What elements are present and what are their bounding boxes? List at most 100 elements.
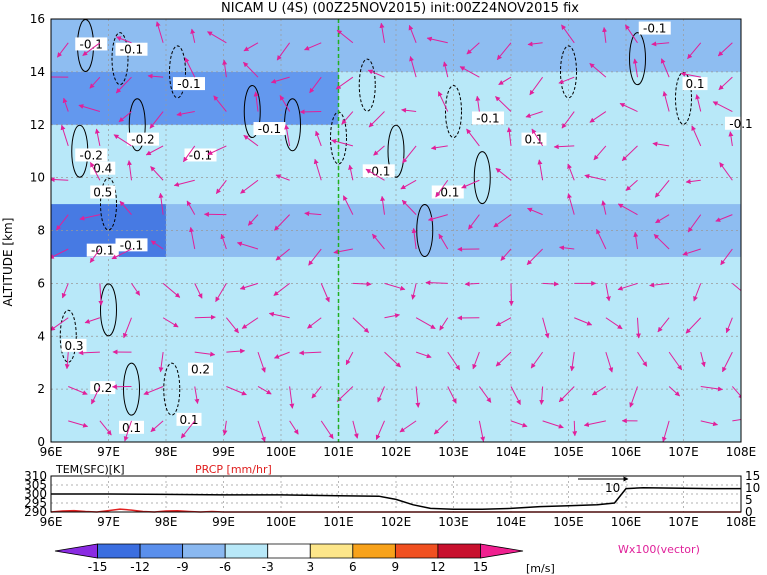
wind-vector: [320, 283, 330, 303]
wind-vector: [719, 162, 733, 181]
wind-vector: [273, 351, 290, 359]
wind-vector: [155, 21, 164, 43]
contour-14: [473, 151, 491, 205]
wind-vector: [84, 317, 101, 324]
contour-8: [123, 362, 140, 416]
wind-vector: [257, 351, 266, 373]
contour-label-bg: [253, 122, 286, 136]
wind-vector: [525, 111, 543, 118]
wind-vector: [700, 351, 706, 368]
contour-label-text: -0.2: [131, 133, 154, 147]
sfc-x-tick-104E: 104E: [496, 515, 527, 529]
wind-vector: [478, 420, 486, 442]
y-tick-16: 16: [30, 12, 45, 26]
wind-vector: [68, 420, 89, 428]
colorbar-tick-3: 3: [306, 560, 314, 574]
wind-vector: [415, 351, 432, 359]
contour-15: [560, 45, 577, 99]
contour-7: [59, 309, 77, 363]
contour-label-3: -0.2: [127, 132, 159, 147]
wind-vector: [331, 138, 354, 147]
wind-vector: [601, 200, 607, 215]
sfc-right-tick-15: 15: [745, 469, 760, 483]
wind-vector: [559, 245, 575, 251]
wind-vector: [289, 386, 295, 409]
colorbar-tick--3: -3: [262, 560, 274, 574]
contour-label-text: 0.1: [524, 133, 543, 147]
contour-1: [111, 32, 129, 86]
wind-vector: [194, 386, 200, 405]
legend-tem: TEM(SFC)[K]: [55, 463, 125, 476]
x-tick-labels: 96E 97E 98E 99E 100E 101E 102E 103E 104E 105E 106E…: [40, 445, 757, 459]
colorbar: -15 -12 -9 -6 -3 3 6 9 12 15 [m/s] Wx100(vector): [54, 543, 700, 575]
main-panel: -0.1 -0.1-0.1-0.2-0.1-0.1-0.20.40.5-0.1-0…: [1, 12, 757, 459]
contour-label-0: -0.1: [75, 37, 108, 51]
wind-vector: [700, 385, 723, 392]
wind-vector: [194, 314, 216, 320]
wind-vector: [472, 351, 480, 370]
wind-vector: [426, 36, 448, 44]
wind-vector: [435, 179, 449, 198]
contour-label-8: 0.5: [90, 185, 116, 199]
wind-vector: [668, 351, 683, 371]
wind-vector: [653, 233, 670, 250]
y-tick-10: 10: [30, 171, 45, 185]
x-tick-98E: 98E: [155, 445, 178, 459]
wind-vector: [150, 166, 164, 181]
wind-vector: [279, 95, 291, 112]
colorbar-tick-15: 15: [473, 560, 488, 574]
chart-title: NICAM U (4S) (00Z25NOV2015) init:00Z24NO…: [221, 1, 579, 16]
wind-vector: [215, 179, 227, 194]
colorbar-segment-3: [182, 543, 226, 559]
wind-vector: [625, 179, 638, 191]
wind-vector: [682, 248, 701, 256]
surface-panel: TEM(SFC)[K] PRCP [mm/hr] 10 310305300295…: [24, 463, 760, 529]
contour-label-bg: [115, 42, 148, 56]
wind-vector: [384, 313, 400, 319]
contour-label-bg: [75, 37, 108, 51]
wind-vector: [461, 179, 480, 189]
contour-label-bg: [90, 161, 116, 175]
x-tick-97E: 97E: [97, 445, 120, 459]
wind-vector: [304, 42, 322, 51]
wind-vector: [572, 420, 578, 437]
wind-vector: [402, 145, 417, 164]
wind-vector: [113, 134, 132, 147]
wind-vector: [632, 58, 638, 78]
contour-label-text: 0.2: [93, 381, 112, 395]
wind-vector: [438, 233, 449, 250]
sfc-right-tick-5: 5: [745, 493, 753, 507]
wind-vector: [527, 41, 543, 47]
wind-vector: [466, 128, 480, 147]
wind-vector: [427, 214, 448, 222]
sfc-x-tick-101E: 101E: [323, 515, 354, 529]
wind-vector: [98, 283, 104, 306]
wind-vector: [593, 145, 607, 161]
contour-label-text: -0.1: [91, 244, 114, 258]
contour-label-text: -0.1: [177, 77, 200, 91]
wind-vector: [447, 386, 457, 404]
wind-vector: [617, 282, 638, 291]
contour-12: [387, 124, 405, 178]
wind-vector: [226, 386, 247, 396]
wind-vector: [51, 248, 69, 259]
contour-label-22: 0.1: [176, 412, 202, 427]
y-tick-0: 0: [37, 435, 45, 449]
wind-vector: [78, 104, 101, 113]
wind-vector: [236, 241, 259, 250]
wind-vector: [270, 76, 290, 84]
wind-vector: [336, 386, 354, 402]
wind-vector: [561, 24, 575, 44]
wind-vector: [241, 317, 259, 329]
wind-vector: [111, 248, 132, 260]
wind-vector: [500, 248, 512, 261]
wind-vector: [662, 91, 670, 112]
wind-vector: [510, 420, 528, 428]
contour-label-bg: [362, 164, 395, 178]
wind-vector: [542, 281, 559, 287]
contour-label-12: 0.1: [521, 132, 547, 147]
contour-label-11: -0.1: [362, 164, 395, 178]
x-tick-100E: 100E: [266, 445, 297, 459]
wind-vector: [207, 145, 227, 155]
wind-vector: [342, 195, 354, 215]
